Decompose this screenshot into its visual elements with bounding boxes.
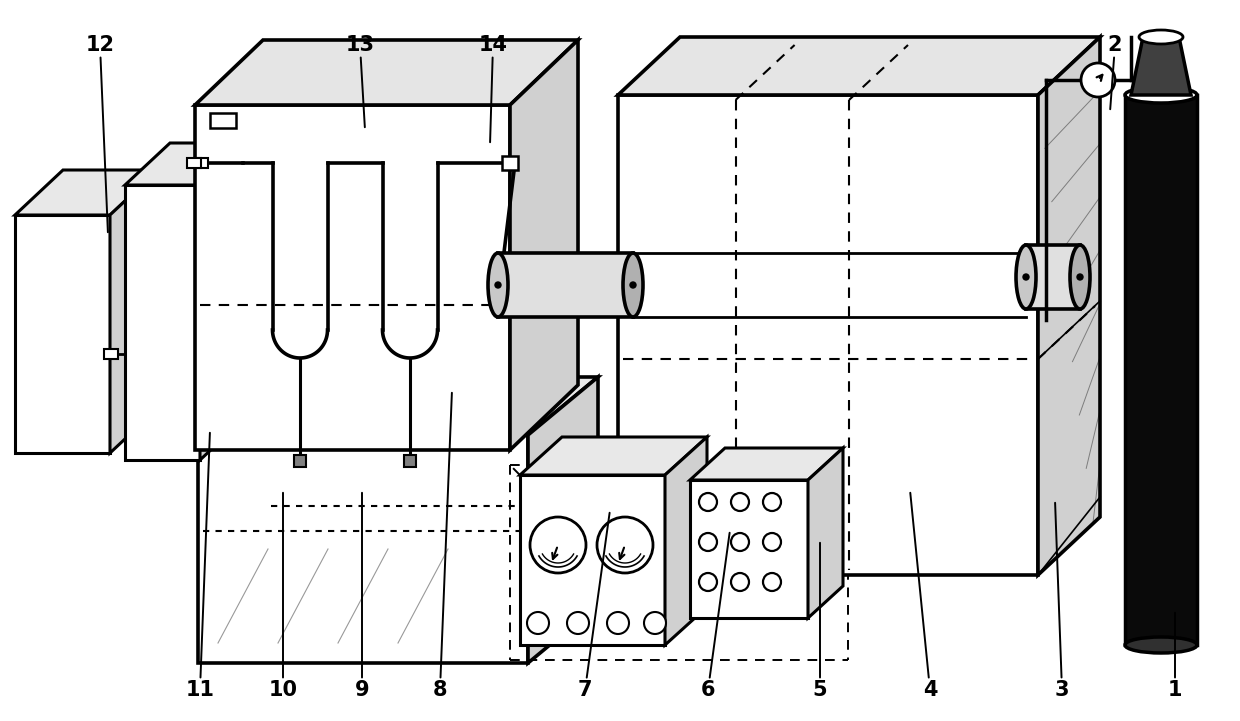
Circle shape: [567, 612, 589, 634]
Polygon shape: [1131, 37, 1190, 95]
Text: 4: 4: [923, 680, 937, 700]
Ellipse shape: [1070, 245, 1090, 309]
Polygon shape: [1125, 95, 1197, 645]
Polygon shape: [618, 95, 1038, 575]
Circle shape: [1081, 63, 1115, 97]
Polygon shape: [198, 435, 528, 663]
Text: 13: 13: [346, 35, 374, 55]
Circle shape: [596, 517, 653, 573]
Text: 7: 7: [578, 680, 593, 700]
Bar: [104, 349, 118, 359]
Circle shape: [527, 612, 549, 634]
Text: 8: 8: [433, 680, 448, 700]
Circle shape: [495, 282, 501, 288]
Bar: [404, 455, 415, 467]
Polygon shape: [498, 253, 632, 317]
Circle shape: [608, 612, 629, 634]
Ellipse shape: [1140, 30, 1183, 44]
Ellipse shape: [1016, 245, 1035, 309]
Bar: [294, 455, 306, 467]
Circle shape: [699, 493, 717, 511]
Polygon shape: [510, 40, 578, 450]
Circle shape: [699, 533, 717, 551]
Circle shape: [732, 573, 749, 591]
Polygon shape: [689, 448, 843, 480]
Text: 10: 10: [269, 680, 298, 700]
Ellipse shape: [489, 253, 508, 317]
Circle shape: [732, 533, 749, 551]
Text: 6: 6: [701, 680, 715, 700]
Text: 9: 9: [355, 680, 370, 700]
Circle shape: [732, 493, 749, 511]
Bar: [210, 113, 236, 128]
Circle shape: [1078, 274, 1083, 280]
Text: 1: 1: [1168, 680, 1182, 700]
Text: 11: 11: [186, 680, 215, 700]
Circle shape: [630, 282, 636, 288]
Polygon shape: [125, 185, 200, 460]
Circle shape: [644, 612, 666, 634]
Bar: [502, 156, 518, 170]
Polygon shape: [1038, 37, 1100, 575]
Circle shape: [763, 493, 781, 511]
Polygon shape: [110, 170, 157, 453]
Polygon shape: [528, 377, 598, 663]
Circle shape: [763, 533, 781, 551]
Polygon shape: [689, 480, 808, 618]
Text: 12: 12: [86, 35, 114, 55]
Polygon shape: [200, 143, 246, 460]
Polygon shape: [520, 437, 707, 475]
Polygon shape: [15, 170, 157, 215]
Polygon shape: [198, 377, 598, 435]
Ellipse shape: [622, 253, 644, 317]
Ellipse shape: [1125, 637, 1197, 653]
Circle shape: [529, 517, 587, 573]
Polygon shape: [195, 105, 510, 450]
Polygon shape: [15, 215, 110, 453]
Circle shape: [699, 573, 717, 591]
Text: 5: 5: [812, 680, 827, 700]
Polygon shape: [520, 475, 665, 645]
Text: 2: 2: [1107, 35, 1122, 55]
Circle shape: [763, 573, 781, 591]
Polygon shape: [808, 448, 843, 618]
Polygon shape: [125, 143, 246, 185]
Polygon shape: [618, 37, 1100, 95]
Bar: [187, 158, 201, 168]
Bar: [193, 158, 208, 168]
Text: 3: 3: [1055, 680, 1069, 700]
Circle shape: [1023, 274, 1029, 280]
Polygon shape: [195, 40, 578, 105]
Ellipse shape: [1125, 87, 1197, 103]
Polygon shape: [665, 437, 707, 645]
Text: 14: 14: [479, 35, 507, 55]
Polygon shape: [1025, 245, 1080, 309]
